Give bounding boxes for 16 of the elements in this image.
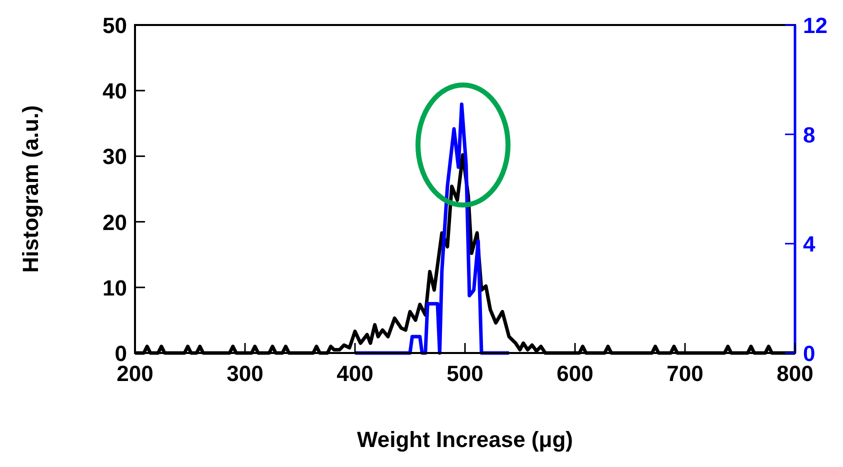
line-series bbox=[353, 102, 511, 355]
y2-tick-label: 4 bbox=[803, 232, 816, 257]
y-tick-label: 50 bbox=[102, 13, 127, 38]
x-tick-label: 500 bbox=[446, 361, 484, 386]
x-tick-label: 700 bbox=[666, 361, 704, 386]
x-tick-label: 400 bbox=[336, 361, 374, 386]
y2-tick-label: 8 bbox=[803, 122, 816, 148]
y-tick-label: 20 bbox=[102, 210, 127, 235]
y-tick-label: 40 bbox=[102, 78, 127, 104]
y-tick-label: 30 bbox=[102, 144, 127, 170]
y-tick-label: 10 bbox=[102, 275, 127, 300]
x-tick-label: 300 bbox=[226, 361, 264, 386]
y2-tick-label: 12 bbox=[803, 13, 828, 38]
x-tick-label: 600 bbox=[556, 361, 594, 386]
x-axis-title: Weight Increase (μg) bbox=[357, 427, 573, 452]
y-axis-title: Histogram (a.u.) bbox=[18, 105, 43, 273]
